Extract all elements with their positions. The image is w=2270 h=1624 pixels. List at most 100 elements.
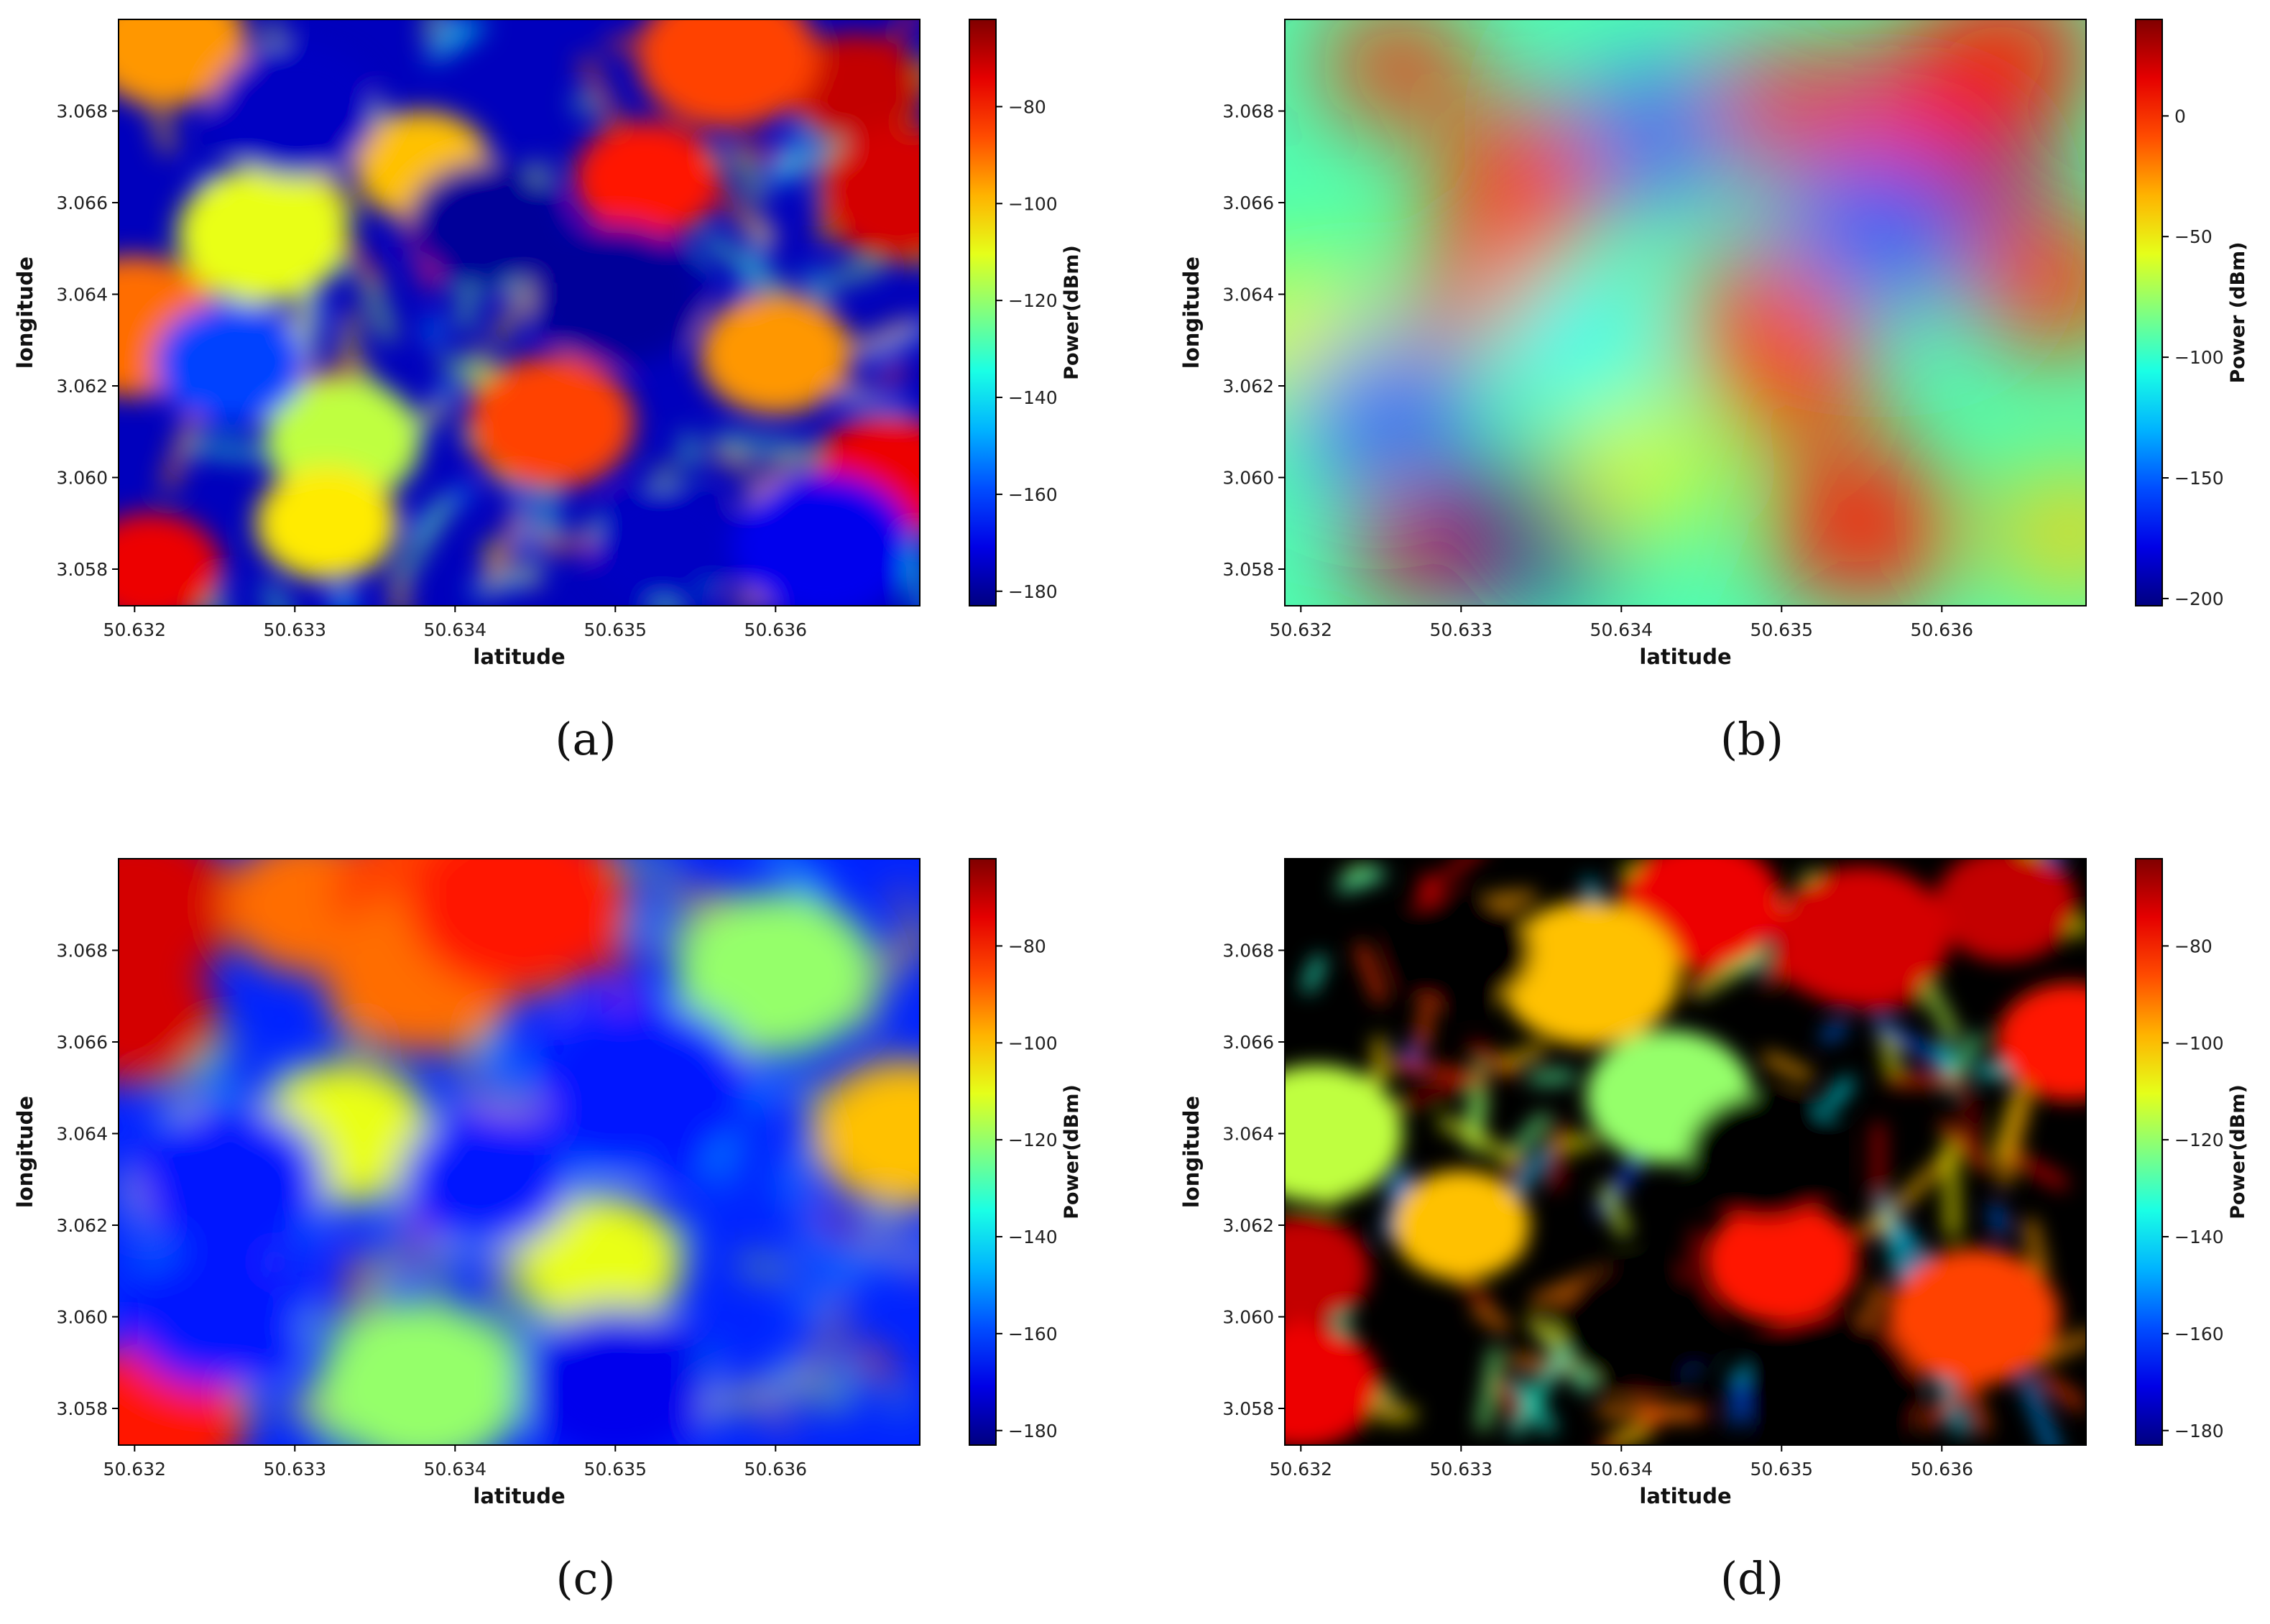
colorbar-tick-label: −100 <box>2174 347 2224 368</box>
x-tick-label: 50.633 <box>264 1459 326 1480</box>
x-tick-label: 50.636 <box>744 619 807 640</box>
heat-blob <box>1766 451 1957 604</box>
y-tick-label: 3.068 <box>56 941 108 961</box>
x-axis-label: latitude <box>1639 645 1731 669</box>
x-tick-label: 50.633 <box>264 619 326 640</box>
colorbar-label: Power(dBm) <box>2227 1084 2249 1219</box>
colorbar-tick-label: −120 <box>1008 290 1058 311</box>
colorbar <box>969 858 997 1446</box>
heat-blob <box>406 160 568 290</box>
y-tick-label: 3.060 <box>1222 1307 1274 1328</box>
heat-blob <box>1293 338 1469 479</box>
y-tick-label: 3.064 <box>56 285 108 305</box>
heat-blob <box>589 487 737 605</box>
x-tick-label: 50.634 <box>1590 1459 1653 1480</box>
y-tick-label: 3.068 <box>1222 101 1274 122</box>
heatmap <box>119 859 920 1445</box>
x-tick-label: 50.636 <box>1911 619 1973 640</box>
y-axis-label: longitude <box>13 1096 37 1208</box>
heat-blob <box>573 121 721 239</box>
colorbar-tick-label: −50 <box>2174 226 2213 247</box>
colorbar-tick-label: −180 <box>2174 1421 2224 1441</box>
colorbar-tick-label: −160 <box>1008 1324 1058 1344</box>
heat-blob <box>1720 323 1875 448</box>
heat-blob <box>1773 866 1950 1007</box>
colorbar-label: Power(dBm) <box>1061 245 1083 380</box>
heat-blob <box>1996 983 2086 1101</box>
colorbar-tick-label: −120 <box>2174 1130 2224 1150</box>
colorbar-label: Power (dBm) <box>2227 241 2249 383</box>
y-tick-label: 3.058 <box>1222 1398 1274 1419</box>
x-axis-label: latitude <box>473 1484 565 1508</box>
axes-frame <box>118 19 921 606</box>
heat-blob <box>1888 1248 2060 1385</box>
colorbar <box>2135 19 2163 606</box>
colorbar-tick-label: −100 <box>1008 193 1058 214</box>
heat-blob <box>1782 149 1974 303</box>
x-tick-label: 50.635 <box>1750 1459 1813 1480</box>
heat-blob <box>1392 1170 1530 1281</box>
heat-blob <box>540 1001 755 1174</box>
colorbar-tick-label: 0 <box>2174 106 2186 126</box>
y-axis-label: longitude <box>1179 1096 1204 1208</box>
heat-blob <box>733 474 915 606</box>
y-tick-label: 3.058 <box>56 559 108 580</box>
heat-blob <box>119 512 222 606</box>
chart-panel: 50.632 50.633 50.634 50.635 50.636 3.058 3.060… <box>1179 19 2249 765</box>
heat-blob <box>818 124 920 262</box>
heat-blob <box>1971 218 2086 351</box>
y-tick-label: 3.062 <box>56 376 108 397</box>
axes-frame <box>1284 858 2087 1446</box>
heat-blob <box>1915 19 2086 129</box>
heat-blob <box>787 33 920 144</box>
y-tick-label: 3.066 <box>56 193 108 213</box>
y-tick-label: 3.066 <box>1222 1032 1274 1053</box>
heat-blob <box>527 223 703 365</box>
x-tick-label: 50.633 <box>1430 619 1492 640</box>
x-axis-label: latitude <box>1639 1484 1731 1508</box>
heat-blob <box>134 1102 327 1256</box>
panel-caption: (a) <box>555 713 616 765</box>
heat-blob <box>255 466 398 581</box>
y-tick-label: 3.068 <box>1222 941 1274 961</box>
heat-blob <box>1390 893 1533 1007</box>
x-tick-label: 50.635 <box>584 619 647 640</box>
y-tick-label: 3.068 <box>56 101 108 122</box>
heat-blob <box>318 1301 528 1445</box>
colorbar <box>2135 858 2163 1446</box>
heat-blob <box>408 859 630 993</box>
colorbar-tick-label: −80 <box>2174 936 2213 956</box>
heat-blob <box>1709 48 1855 165</box>
y-tick-label: 3.058 <box>1222 559 1274 580</box>
heatmap <box>1285 19 2086 606</box>
heat-blob <box>516 1306 714 1445</box>
panel-caption: (c) <box>555 1552 615 1605</box>
y-axis-label: longitude <box>1179 257 1204 369</box>
y-tick-label: 3.064 <box>1222 285 1274 305</box>
x-tick-label: 50.636 <box>1911 1459 1973 1480</box>
heat-blob <box>699 292 852 415</box>
colorbar-tick-label: −80 <box>1008 96 1046 117</box>
x-tick-label: 50.635 <box>1750 619 1813 640</box>
heat-blob <box>1492 275 1653 405</box>
x-tick-label: 50.633 <box>1430 1459 1492 1480</box>
x-tick-label: 50.632 <box>1270 619 1332 640</box>
heatmap <box>1285 859 2086 1445</box>
chart-panel: 50.632 50.633 50.634 50.635 50.636 3.058 3.060… <box>13 19 1083 765</box>
heat-blob <box>154 302 307 424</box>
colorbar-tick-label: −180 <box>1008 1421 1058 1441</box>
heat-blob <box>1324 19 1469 124</box>
heat-blob <box>124 1245 305 1389</box>
colorbar-tick-label: −150 <box>2174 468 2224 489</box>
x-axis-label: latitude <box>473 645 565 669</box>
y-tick-label: 3.060 <box>56 1307 108 1328</box>
heat-blob <box>400 1109 574 1249</box>
heat-blob <box>177 166 349 303</box>
colorbar-tick-label: −180 <box>1008 581 1058 602</box>
colorbar-tick-label: −120 <box>1008 1130 1058 1150</box>
colorbar-tick-label: −100 <box>2174 1033 2224 1053</box>
axes-frame <box>1284 19 2087 606</box>
y-axis-label: longitude <box>13 257 37 369</box>
colorbar-tick-label: −100 <box>1008 1033 1058 1053</box>
